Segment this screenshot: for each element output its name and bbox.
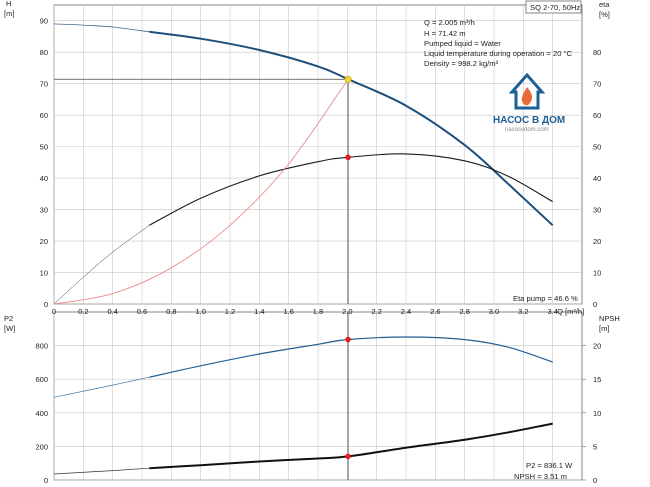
y-tick-label-left: 40: [40, 174, 48, 183]
y-tick-label-right: 50: [593, 143, 601, 152]
ylabel-h-unit: [m]: [4, 9, 14, 18]
x-tick-label: 3.2: [518, 307, 528, 316]
ylabel-npsh-unit: [m]: [599, 324, 609, 333]
x-tick-label: 0.6: [137, 307, 147, 316]
ylabel-p2-name: P2: [4, 314, 13, 323]
ylabel-p2-unit: [W]: [4, 324, 15, 333]
logo-brand: НАСОС В ДОМ: [493, 115, 565, 126]
y-tick-label-left: 70: [40, 80, 48, 89]
y-tick-label-left: 30: [40, 206, 48, 215]
y-tick-label-right: 60: [593, 111, 601, 120]
y-tick-label-left: 80: [40, 48, 48, 57]
y-tick-label-left: 60: [40, 111, 48, 120]
npsh-tick-label: 0: [593, 476, 597, 485]
pump-label: SQ 2-70, 50Hz: [530, 3, 580, 12]
npsh-curve-extended: [53, 467, 150, 475]
x-tick-label: 1.2: [225, 307, 235, 316]
x-tick-label: 2.0: [342, 307, 352, 316]
p2-tick-label: 400: [35, 409, 48, 418]
x-tick-label: 0.8: [166, 307, 176, 316]
y-tick-label-right: 10: [593, 269, 601, 278]
x-tick-label: 0.4: [107, 307, 117, 316]
x-tick-label: 0: [52, 307, 56, 316]
x-tick-label: 1.0: [195, 307, 205, 316]
ylabel-h-name: H: [6, 0, 11, 8]
efficiency-curve-extended: [53, 225, 150, 305]
y-tick-label-right: 40: [593, 174, 601, 183]
y-tick-label-left: 50: [40, 143, 48, 152]
ylabel-eta-name: eta: [599, 0, 610, 9]
x-tick-label: 2.4: [401, 307, 411, 316]
info-density: Density = 998.2 kg/m³: [424, 59, 499, 68]
ticks: 0 0.2 0.4 0.6 0.8 1.0 1.2 1.4 1.6 1.8 2.0 2.2 2.4 2.6…: [35, 17, 601, 485]
x-tick-label: 1.8: [313, 307, 323, 316]
npsh-tick-label: 10: [593, 409, 601, 418]
npsh-tick-label: 5: [593, 442, 597, 451]
x-tick-label: 2.6: [430, 307, 440, 316]
head-curve-extended: [53, 23, 150, 33]
logo-sub: nasosvdom.com: [505, 127, 549, 133]
ylabel-npsh-name: NPSH: [599, 314, 620, 323]
info-q: Q = 2.005 m³/h: [424, 18, 475, 27]
npsh-tick-label: 15: [593, 375, 601, 384]
x-tick-label: 3.4: [547, 307, 557, 316]
p2-tick-label: 0: [44, 476, 48, 485]
y-tick-label-right: 0: [593, 300, 597, 309]
x-axis-label: Q [m³/h]: [557, 307, 584, 316]
p2-tick-label: 200: [35, 442, 48, 451]
y-tick-label-right: 30: [593, 206, 601, 215]
y-tick-label-left: 0: [44, 300, 48, 309]
info-liquid: Pumped liquid = Water: [424, 39, 501, 48]
npsh-point-marker: [345, 453, 351, 460]
y-tick-label-right: 80: [593, 48, 601, 57]
x-tick-label: 2.2: [371, 307, 381, 316]
y-tick-label-left: 10: [40, 269, 48, 278]
efficiency-curve: [149, 153, 553, 226]
y-tick-label-right: 70: [593, 80, 601, 89]
ylabel-eta-unit: [%]: [599, 10, 610, 19]
eta-point-marker: [345, 154, 351, 161]
lower-grid: [53, 311, 586, 481]
x-tick-label: 1.6: [283, 307, 293, 316]
y-tick-label-left: 90: [40, 17, 48, 26]
p2-text: P2 = 836.1 W: [526, 461, 573, 470]
p2-tick-label: 800: [35, 342, 48, 351]
npsh-text: NPSH = 3.51 m: [514, 472, 567, 481]
upper-grid: [53, 4, 583, 305]
markers: [54, 75, 352, 480]
y-tick-label-left: 20: [40, 237, 48, 246]
x-tick-label: 3.0: [489, 307, 499, 316]
info-temp: Liquid temperature during operation = 20…: [424, 49, 573, 58]
pump-label-box: [525, 0, 582, 14]
x-tick-label: 1.4: [254, 307, 264, 316]
house-logo-icon: [508, 72, 546, 110]
npsh-tick-label: 20: [593, 342, 601, 351]
p2-tick-label: 600: [35, 375, 48, 384]
power-point-marker: [345, 336, 351, 343]
eta-pump-text: Eta pump = 46.6 %: [513, 294, 578, 303]
power-curve-extended: [53, 376, 150, 398]
power-curve: [149, 336, 553, 378]
x-tick-label: 0.2: [78, 307, 88, 316]
duty-point-marker: [344, 75, 352, 83]
y-tick-label-right: 20: [593, 237, 601, 246]
curves: [53, 23, 554, 475]
x-tick-label: 2.8: [459, 307, 469, 316]
info-h: H = 71.42 m: [424, 29, 466, 38]
npsh-curve: [149, 422, 553, 470]
system-curve: [53, 78, 349, 305]
